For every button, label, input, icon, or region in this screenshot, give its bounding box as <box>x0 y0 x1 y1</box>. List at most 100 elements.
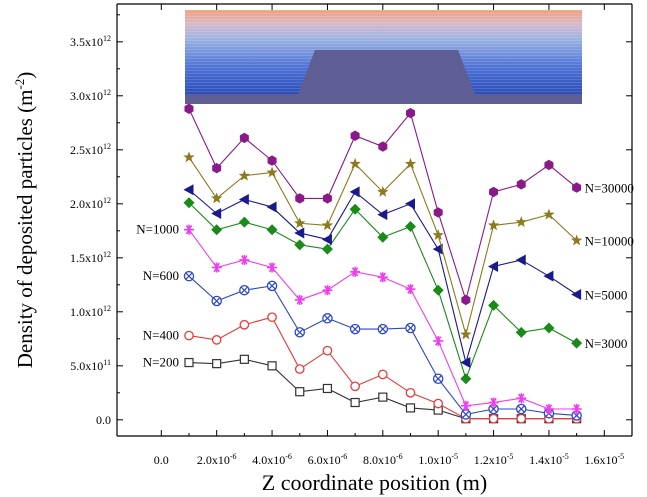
data-point <box>405 284 416 295</box>
data-point <box>432 373 444 385</box>
data-point <box>266 201 277 213</box>
data-point <box>515 254 526 266</box>
y-tick-label: 5.0x1011 <box>70 358 111 373</box>
x-tick-label: 1.2x10-5 <box>474 452 514 467</box>
data-point <box>516 393 527 404</box>
data-point <box>405 322 416 334</box>
data-point <box>570 234 583 246</box>
series-n-5000 <box>183 184 582 369</box>
data-point <box>461 294 471 306</box>
data-point <box>295 387 305 397</box>
data-point <box>322 313 333 324</box>
data-point <box>295 193 305 204</box>
x-tick-label: 0.0 <box>154 453 169 467</box>
data-point <box>294 227 305 239</box>
data-point <box>432 284 444 296</box>
data-point <box>267 361 277 371</box>
data-point <box>516 179 526 190</box>
data-point <box>515 216 527 228</box>
data-point <box>211 295 222 307</box>
data-point <box>460 400 471 411</box>
data-point <box>239 254 250 265</box>
data-point <box>349 186 360 198</box>
series-label-n-10000: N=10000 <box>585 234 634 249</box>
data-point <box>238 193 249 205</box>
data-point <box>487 219 500 231</box>
data-point <box>377 231 389 243</box>
data-point <box>239 319 250 330</box>
data-point <box>239 354 249 364</box>
data-point <box>488 413 499 424</box>
data-point <box>433 207 443 218</box>
data-point <box>239 284 250 296</box>
data-point <box>294 294 305 305</box>
data-point <box>267 262 278 273</box>
data-point <box>321 233 332 245</box>
data-point <box>211 335 222 345</box>
data-point <box>322 193 332 204</box>
data-point <box>183 197 195 209</box>
data-point <box>184 330 194 341</box>
data-point <box>267 155 277 166</box>
data-point <box>433 398 444 409</box>
data-point <box>184 357 194 368</box>
data-point <box>183 151 195 163</box>
data-point <box>211 262 222 273</box>
series-n-600 <box>183 270 582 421</box>
series-label-n-3000: N=3000 <box>585 336 628 351</box>
data-point <box>349 157 361 169</box>
data-point <box>433 335 444 346</box>
data-point <box>238 216 250 228</box>
data-point <box>322 285 333 296</box>
data-point <box>267 312 277 323</box>
data-point <box>488 397 499 408</box>
y-axis-title: Density of deposited particles (m-2) <box>12 72 37 369</box>
data-point <box>349 203 361 215</box>
data-point <box>377 272 388 283</box>
data-point <box>571 289 582 301</box>
data-point <box>377 323 389 335</box>
data-point <box>294 327 305 338</box>
data-point <box>571 404 582 414</box>
data-point <box>184 103 194 114</box>
y-tick-label: 0.0 <box>96 413 111 427</box>
series-label-n-1000: N=1000 <box>136 222 179 237</box>
data-point <box>515 403 527 415</box>
data-point <box>211 208 222 220</box>
data-point <box>212 162 222 174</box>
y-tick-label: 2.0x1012 <box>70 196 111 211</box>
data-point <box>183 184 194 196</box>
data-point <box>266 166 278 178</box>
data-point <box>544 159 554 171</box>
axes: 0.0 5.0x1011 1.0x1012 1.5x1012 2.0x1012 2.5x1… <box>12 3 633 495</box>
data-point <box>238 169 251 181</box>
data-point <box>212 359 222 369</box>
data-point <box>543 322 555 334</box>
data-point <box>543 208 555 220</box>
y-tick-label: 3.5x1012 <box>70 34 111 49</box>
data-point <box>210 192 223 204</box>
data-point <box>543 270 554 282</box>
data-point <box>266 224 278 236</box>
data-point <box>322 383 333 394</box>
series-n-3000 <box>183 197 583 385</box>
series-label-n-400: N=400 <box>143 328 179 343</box>
data-point <box>350 266 361 277</box>
data-point <box>572 182 582 193</box>
data-point <box>377 209 388 221</box>
data-point <box>294 239 306 251</box>
data-point <box>488 299 500 311</box>
data-point <box>405 387 416 398</box>
data-point <box>377 369 388 380</box>
x-tick-label: 1.4x10-5 <box>529 452 569 467</box>
data-point <box>460 328 472 340</box>
x-tick-label: 1.6x10-5 <box>584 452 624 467</box>
data-point <box>516 413 527 424</box>
data-point <box>488 260 499 272</box>
data-point <box>321 243 333 255</box>
y-tick-label: 1.0x1012 <box>70 304 111 319</box>
data-point <box>404 220 416 232</box>
data-point <box>377 185 389 197</box>
data-point <box>349 323 361 335</box>
